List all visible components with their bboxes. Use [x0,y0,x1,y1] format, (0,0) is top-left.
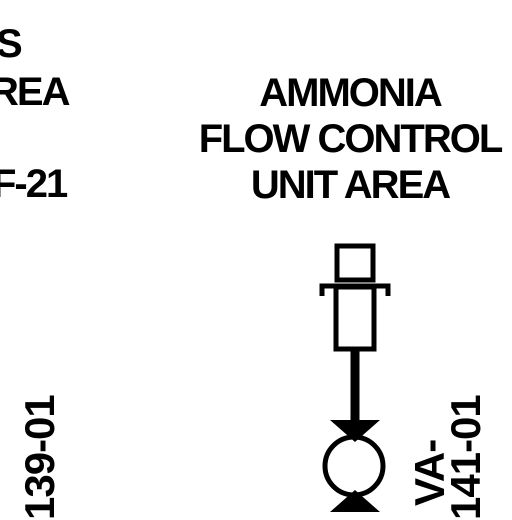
valve-lower-triangle [330,490,380,512]
actuator-body [333,284,377,352]
center-area-line3: UNIT AREA [250,163,451,207]
left-area-line1: S [0,22,23,66]
valve-ball [322,434,386,498]
left-valve-label: 139-01 [16,395,63,520]
actuator-top-box [334,243,376,283]
left-area-line2: REA [0,70,70,114]
center-area-line1: AMMONIA [259,71,443,115]
right-valve-label-line2: 141-01 [442,395,489,520]
valve-upper-triangle [330,420,380,442]
left-area-line3: F-21 [0,162,68,206]
center-area-line2: FLOW CONTROL [198,117,504,161]
ammonia-flow-control-unit-area-label: AMMONIA FLOW CONTROL UNIT AREA [180,70,512,208]
